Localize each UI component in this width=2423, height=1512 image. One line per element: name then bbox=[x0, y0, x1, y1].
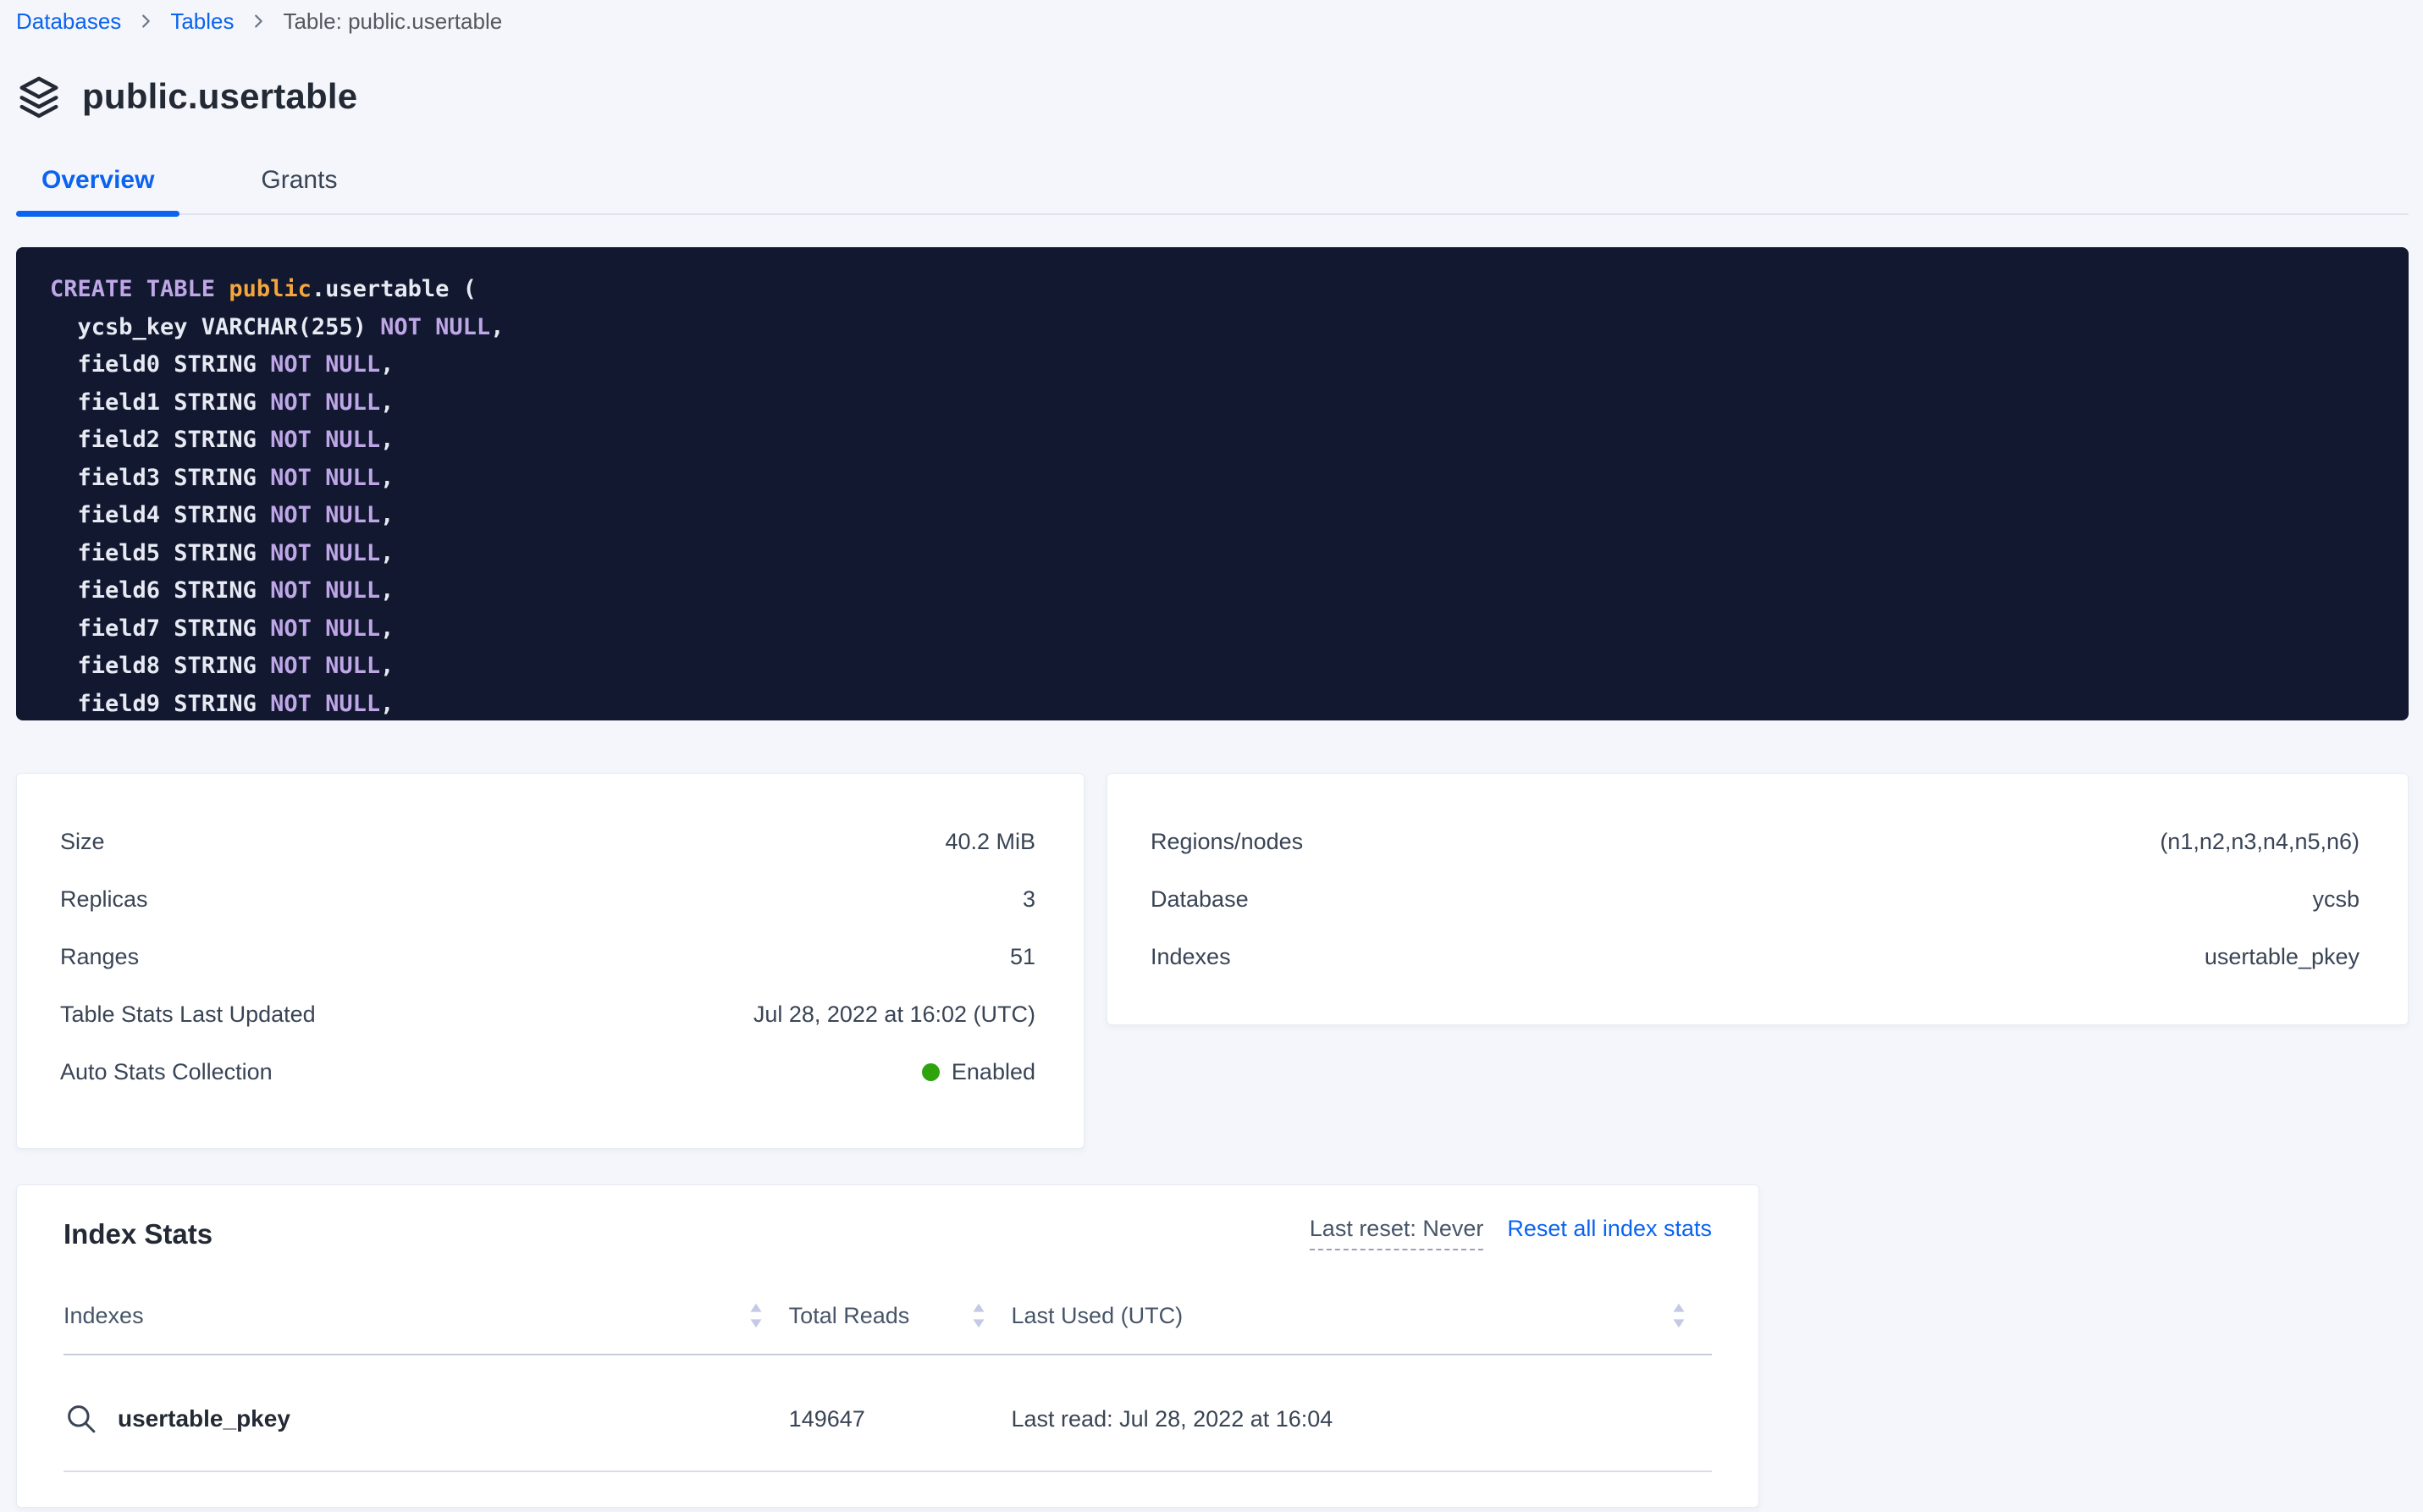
tab-grants[interactable]: Grants bbox=[261, 166, 338, 194]
summary-value: (n1,n2,n3,n4,n5,n6) bbox=[2160, 828, 2360, 854]
sql-code-line: field2 STRING NOT NULL, bbox=[50, 427, 395, 453]
index-stats-table: Indexes Total Reads bbox=[63, 1301, 1712, 1472]
index-stats-title: Index Stats bbox=[63, 1218, 213, 1250]
summary-value: Enabled bbox=[921, 1059, 1035, 1085]
page-title-row: public.usertable bbox=[16, 71, 2409, 122]
summary-row: Indexes usertable_pkey bbox=[1107, 928, 2408, 985]
create-table-statement: CREATE TABLE public.usertable ( ycsb_key… bbox=[16, 247, 2409, 720]
tab-overview[interactable]: Overview bbox=[16, 166, 180, 217]
sort-icon[interactable] bbox=[1670, 1301, 1688, 1330]
summary-row: Database ycsb bbox=[1107, 870, 2408, 928]
index-name-label: usertable_pkey bbox=[118, 1405, 290, 1432]
summary-row: Size 40.2 MiB bbox=[17, 813, 1084, 870]
chevron-right-icon bbox=[136, 12, 155, 30]
sql-code-line: field5 STRING NOT NULL, bbox=[50, 539, 395, 566]
table-summary-card: Size 40.2 MiB Replicas 3 Ranges 51 Table Stats… bbox=[16, 773, 1085, 1149]
breadcrumb: Databases Tables Table: public.usertable bbox=[16, 7, 2409, 36]
summary-row: Table Stats Last Updated Jul 28, 2022 at … bbox=[17, 985, 1084, 1043]
sql-code-line: field4 STRING NOT NULL, bbox=[50, 502, 395, 528]
summary-label: Database bbox=[1151, 886, 1249, 912]
summary-value: Jul 28, 2022 at 16:02 (UTC) bbox=[753, 1001, 1035, 1027]
sql-code-line: field0 STRING NOT NULL, bbox=[50, 351, 395, 378]
chevron-right-icon bbox=[249, 12, 268, 30]
index-row-name[interactable]: usertable_pkey bbox=[63, 1401, 789, 1437]
sort-icon[interactable] bbox=[969, 1301, 988, 1330]
summary-label: Size bbox=[60, 828, 105, 854]
total-reads-value: 149647 bbox=[788, 1355, 1012, 1472]
summary-row: Replicas 3 bbox=[17, 870, 1084, 928]
sql-code-line: CREATE TABLE public.usertable ( bbox=[50, 276, 477, 302]
layers-icon bbox=[16, 74, 62, 119]
reset-all-index-stats-link[interactable]: Reset all index stats bbox=[1507, 1216, 1712, 1241]
summary-label: Replicas bbox=[60, 886, 148, 912]
status-dot-icon bbox=[921, 1062, 940, 1081]
summary-cards: Size 40.2 MiB Replicas 3 Ranges 51 Table Stats… bbox=[16, 773, 2409, 1149]
index-stats-header: Index Stats Last reset: Never Reset all … bbox=[63, 1216, 1712, 1250]
summary-value: usertable_pkey bbox=[2204, 943, 2360, 969]
summary-label: Table Stats Last Updated bbox=[60, 1001, 316, 1027]
column-header-total-reads[interactable]: Total Reads bbox=[788, 1301, 1012, 1355]
summary-row: Ranges 51 bbox=[17, 928, 1084, 985]
column-label: Total Reads bbox=[788, 1302, 910, 1328]
breadcrumb-current: Table: public.usertable bbox=[283, 8, 503, 34]
column-header-indexes[interactable]: Indexes bbox=[63, 1301, 789, 1355]
summary-row: Auto Stats Collection Enabled bbox=[17, 1043, 1084, 1101]
summary-label: Ranges bbox=[60, 943, 140, 969]
column-header-last-used[interactable]: Last Used (UTC) bbox=[1011, 1301, 1712, 1355]
last-used-value: Last read: Jul 28, 2022 at 16:04 bbox=[1011, 1355, 1712, 1472]
summary-value: ycsb bbox=[2312, 886, 2360, 912]
sql-code-line: field1 STRING NOT NULL, bbox=[50, 389, 395, 416]
sql-code-line: ycsb_key VARCHAR(255) NOT NULL, bbox=[50, 313, 505, 340]
tab-bar: Overview Grants bbox=[16, 166, 2409, 217]
table-row: usertable_pkey 149647 Last read: Jul 28,… bbox=[63, 1355, 1712, 1472]
breadcrumb-link-databases[interactable]: Databases bbox=[16, 8, 122, 34]
summary-value: 3 bbox=[1022, 886, 1035, 912]
column-label: Indexes bbox=[63, 1302, 144, 1328]
sql-code-line: field3 STRING NOT NULL, bbox=[50, 464, 395, 491]
sql-code-line: field6 STRING NOT NULL, bbox=[50, 577, 395, 604]
summary-label: Indexes bbox=[1151, 943, 1231, 969]
breadcrumb-link-tables[interactable]: Tables bbox=[170, 8, 235, 34]
magnifier-icon bbox=[63, 1401, 99, 1437]
summary-label: Regions/nodes bbox=[1151, 828, 1304, 854]
last-reset-label[interactable]: Last reset: Never bbox=[1309, 1216, 1484, 1250]
index-stats-controls: Last reset: Never Reset all index stats bbox=[1309, 1216, 1712, 1250]
database-summary-card: Regions/nodes (n1,n2,n3,n4,n5,n6) Database… bbox=[1107, 773, 2409, 1025]
sql-code-line: field9 STRING NOT NULL, bbox=[50, 690, 395, 717]
summary-value: 51 bbox=[1009, 943, 1035, 969]
summary-value: 40.2 MiB bbox=[945, 828, 1035, 854]
summary-label: Auto Stats Collection bbox=[60, 1058, 273, 1084]
column-label: Last Used (UTC) bbox=[1011, 1302, 1184, 1328]
sort-icon[interactable] bbox=[747, 1301, 765, 1330]
sql-code-line: field7 STRING NOT NULL, bbox=[50, 615, 395, 642]
summary-row: Regions/nodes (n1,n2,n3,n4,n5,n6) bbox=[1107, 813, 2408, 870]
index-stats-card: Index Stats Last reset: Never Reset all … bbox=[16, 1184, 1759, 1508]
sql-code-line: field8 STRING NOT NULL, bbox=[50, 653, 395, 679]
page-title: public.usertable bbox=[82, 76, 358, 116]
